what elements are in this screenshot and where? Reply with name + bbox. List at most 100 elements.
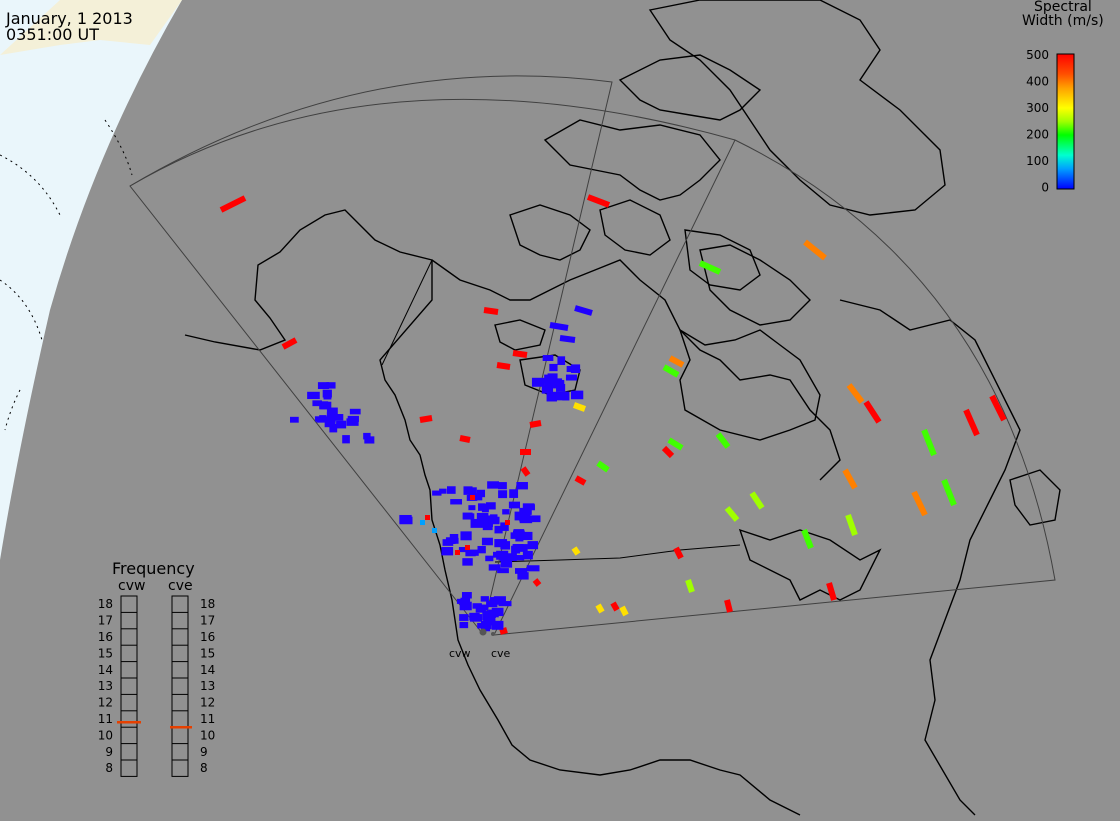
scatter-cell [921, 428, 937, 457]
scatter-cell [459, 614, 469, 621]
scatter-cell [514, 511, 523, 521]
scatter-cell [336, 420, 347, 429]
scatter-cell [314, 416, 323, 422]
scatter-cell [566, 366, 574, 373]
scatter-cell [432, 490, 442, 496]
scatter-cell [715, 432, 731, 449]
scatter-cell [465, 549, 479, 556]
scatter-cell [470, 495, 475, 500]
scatter-cell [439, 488, 447, 494]
scatter-cell [555, 391, 569, 401]
scatter-cell [509, 489, 519, 498]
scatter-cell [481, 626, 491, 632]
scatter-cell [498, 490, 508, 499]
scatter-cell [494, 539, 508, 548]
scatter-cell [496, 550, 509, 560]
radar-label-cve: cve [491, 647, 511, 660]
scatter-cell [470, 518, 484, 528]
scatter-cell [493, 620, 503, 629]
frequency-tick-right: 15 [200, 646, 215, 660]
scatter-cell [462, 512, 473, 520]
scatter-cell [455, 550, 460, 555]
scatter-cell [520, 466, 531, 477]
scatter-cell [349, 408, 361, 415]
scatter-cell [531, 377, 545, 387]
scatter-cell [544, 382, 557, 388]
frequency-tick-left: 16 [98, 630, 113, 644]
scatter-cell [459, 435, 471, 443]
scatter-cell [478, 604, 489, 611]
frequency-tick-right: 8 [200, 761, 208, 775]
radar-site-cvw [479, 628, 487, 636]
scatter-cell [550, 378, 563, 386]
scatter-cell [488, 609, 499, 618]
scatter-cell [481, 503, 489, 513]
scatter-cell [505, 520, 510, 525]
frequency-tick-right: 12 [200, 696, 215, 710]
scatter-cell [559, 335, 576, 343]
frequency-tick-left: 10 [98, 728, 113, 742]
date-label: January, 1 2013 [6, 9, 133, 28]
scatter-cell [450, 499, 463, 505]
scatter-cell [496, 362, 511, 370]
scatter-cell [460, 597, 471, 604]
scatter-cell [472, 603, 482, 609]
scatter-cell [492, 551, 502, 558]
scatter-cell [527, 541, 539, 550]
scatter-cell [481, 520, 493, 527]
frequency-tick-right: 9 [200, 745, 208, 759]
scatter-cell [500, 522, 509, 531]
fov-outline [129, 75, 1056, 636]
scatter-cell [574, 305, 593, 316]
scatter-cell [749, 491, 765, 510]
frequency-tick-right: 13 [200, 679, 215, 693]
frequency-cve-label: cve [168, 578, 193, 594]
scatter-cell [570, 390, 584, 400]
scatter-cell [441, 547, 454, 556]
scatter-cell [513, 555, 525, 561]
frequency-box-cve [171, 595, 189, 777]
scatter-cell [432, 528, 437, 533]
scatter-cell [504, 553, 517, 561]
scatter-cell [307, 391, 320, 400]
scatter-cell [447, 486, 456, 494]
scatter-cell [667, 437, 684, 451]
colorbar-tick-label: 300 [1026, 101, 1049, 115]
scatter-cells [219, 194, 1007, 635]
scatter-cell [826, 582, 837, 601]
radar-label-cvw: cvw [449, 647, 471, 660]
scatter-cell [323, 393, 332, 400]
terminator-region [0, 0, 182, 560]
frequency-tick-right: 17 [200, 614, 215, 628]
scatter-cell [461, 592, 472, 599]
frequency-box-cvw [120, 595, 138, 777]
scatter-cell [483, 617, 496, 626]
scatter-cell [547, 373, 558, 381]
colorbar-title-line1: Spectral [1034, 0, 1092, 15]
scatter-cell [487, 481, 500, 489]
colorbar-tick-label: 0 [1041, 181, 1049, 195]
scatter-cell [482, 524, 493, 531]
radar-sites [479, 628, 495, 636]
scatter-cell [941, 478, 957, 507]
scatter-cell [571, 546, 581, 556]
borders [381, 259, 741, 563]
scatter-cell [347, 415, 359, 422]
scatter-cell [547, 391, 560, 398]
scatter-cell [529, 515, 541, 523]
scatter-cell [596, 460, 610, 473]
scatter-cell [342, 435, 350, 444]
scatter-cell [480, 596, 489, 602]
frequency-cvw-label: cvw [118, 578, 146, 594]
scatter-cell [346, 418, 359, 426]
frequency-tick-left: 14 [98, 663, 113, 677]
scatter-cell [281, 337, 298, 350]
scatter-cell [549, 322, 569, 331]
scatter-cell [442, 539, 454, 546]
scatter-cell [462, 558, 473, 566]
scatter-cell [312, 400, 322, 407]
scatter-cell [334, 414, 344, 421]
frequency-title: Frequency [112, 559, 195, 578]
